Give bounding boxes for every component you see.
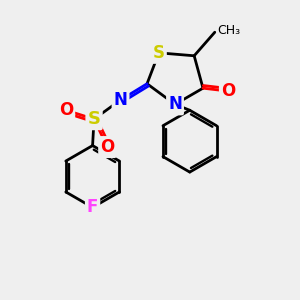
- Text: O: O: [221, 82, 235, 100]
- Text: F: F: [87, 198, 98, 216]
- Text: S: S: [153, 44, 165, 62]
- Text: O: O: [100, 138, 114, 156]
- Text: N: N: [114, 91, 128, 109]
- Text: O: O: [59, 101, 73, 119]
- Text: N: N: [168, 95, 182, 113]
- Text: CH₃: CH₃: [218, 24, 241, 37]
- Text: S: S: [88, 110, 100, 128]
